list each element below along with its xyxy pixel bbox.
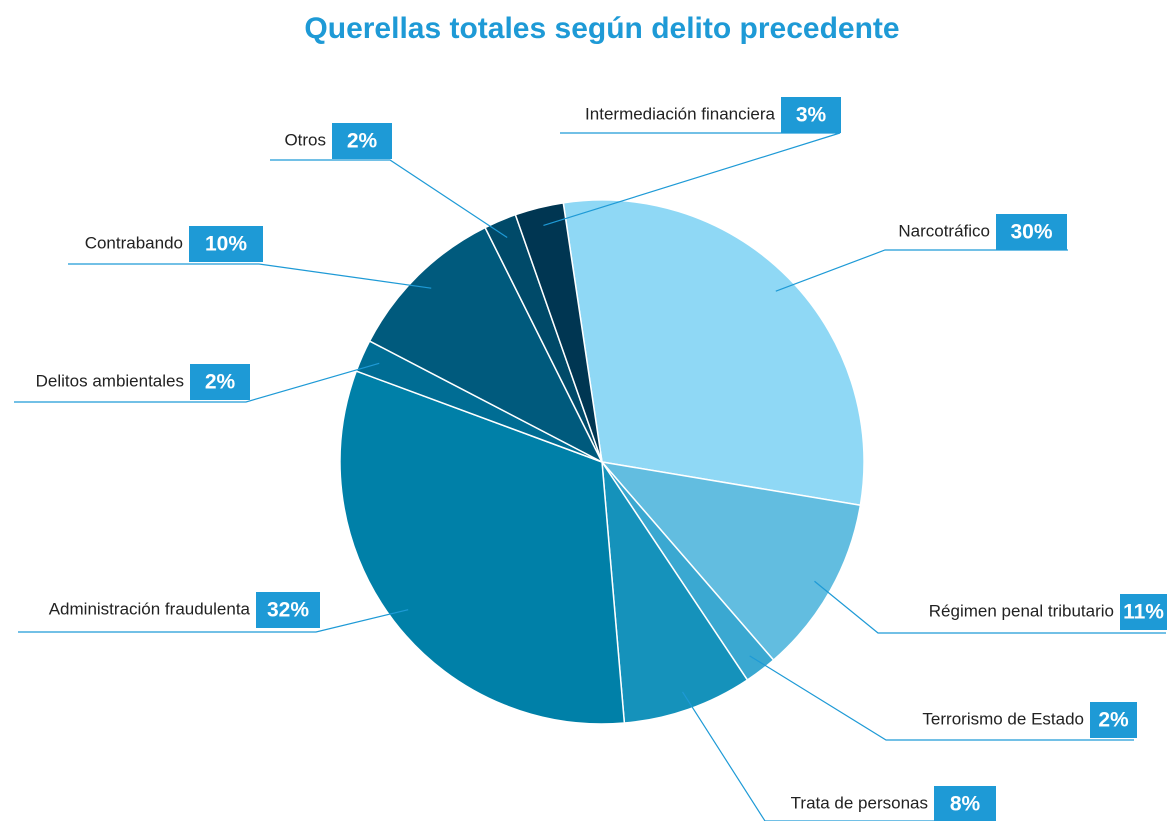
value-box [256,592,320,628]
value-label: 2% [1098,709,1129,732]
pie-slice [514,202,603,463]
slice-label: Administración fraudulenta [49,599,251,618]
pie-slice [600,460,862,662]
leader-line [18,609,409,633]
value-box [189,226,263,262]
value-label: 11% [1123,601,1164,624]
slice-label: Régimen penal tributario [929,601,1114,620]
pie-slice [601,461,749,724]
value-box [934,786,996,821]
pie-slice [339,370,626,725]
pie-slice [562,199,865,507]
chart-title: Querellas totales según delito precedent… [304,12,899,45]
value-box [996,214,1067,250]
value-box [1090,702,1137,738]
slice-label: Terrorismo de Estado [922,709,1084,728]
value-box [1120,594,1167,630]
leader-line [68,263,432,289]
leader-line [14,362,380,403]
value-box [190,364,250,400]
value-label: 30% [1010,221,1052,244]
leader-line [543,132,841,227]
value-label: 3% [796,104,827,127]
leader-line [682,691,996,821]
value-label: 2% [205,371,236,394]
value-box [332,123,392,159]
value-label: 8% [950,793,981,816]
slice-label: Otros [284,130,326,149]
slice-label: Intermediación financiera [585,104,775,123]
leader-line [814,580,1166,634]
slice-label: Trata de personas [791,793,928,812]
slice-label: Contrabando [85,233,183,252]
leader-line [270,159,508,239]
slice-label: Delitos ambientales [36,371,184,390]
pie-slice [368,226,604,464]
value-box [781,97,841,133]
value-label: 2% [347,130,378,153]
leader-line [775,249,1068,292]
value-label: 32% [267,599,309,622]
slice-label: Narcotráfico [898,221,990,240]
value-label: 10% [205,233,247,256]
leader-line [749,655,1134,741]
